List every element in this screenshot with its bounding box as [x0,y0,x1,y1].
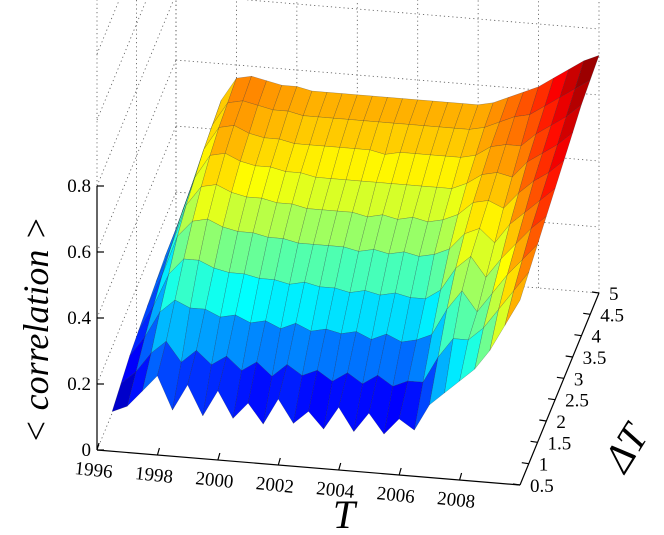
x-tick-label: 2002 [255,473,295,498]
y-tick-mark [530,440,538,443]
x-tick-mark [217,452,221,461]
x-tick-label: 2006 [376,483,416,508]
y-tick-mark [521,462,529,465]
y-tick-label: 3 [574,369,584,390]
y-tick-label: 0.5 [530,476,554,497]
x-tick-mark [96,442,100,451]
grid-line [96,0,147,121]
grid-line [175,59,600,96]
y-tick-label: 1 [539,455,549,476]
x-tick-mark [338,462,342,471]
z-tick-label: 0.8 [67,176,91,197]
z-tick-label: 0.4 [67,308,91,329]
y-axis-line [519,292,600,486]
y-tick-mark [556,376,564,379]
z-axis-title: < correlation > [16,216,56,443]
grid-line [96,0,174,187]
tick-labels: 0 0.2 0.4 0.6 0.8 1996 1998 2000 2002 2004 2006 200… [67,176,624,513]
z-tick-label: 0.2 [67,374,91,395]
x-tick-label: 2000 [194,468,234,493]
x-tick-label: 2004 [315,478,355,503]
x-tick-mark [398,467,402,476]
y-tick-label: 3.5 [583,348,607,369]
y-tick-label: 2.5 [565,391,589,412]
y-tick-mark [591,291,600,294]
grid-line [243,0,600,30]
y-axis-title: ΔT [593,414,658,481]
grid-line [96,125,177,319]
y-tick-label: 4 [591,327,601,348]
z-tick-label: 0.6 [67,242,91,263]
x-tick-mark [458,472,463,481]
x-tick-mark [156,447,161,456]
y-tick-mark [548,398,556,401]
y-tick-mark [565,355,573,358]
y-tick-label: 1.5 [548,433,572,454]
grid-line [175,257,600,294]
x-tick-mark [277,457,281,466]
x-tick-label: 2008 [436,488,476,513]
y-tick-mark [512,483,521,486]
y-tick-mark [539,419,547,422]
y-tick-label: 5 [609,284,619,305]
grid-line [96,59,177,253]
y-tick-label: 2 [556,412,566,433]
axes [96,185,600,486]
y-tick-mark [574,334,582,337]
y-tick-mark [583,312,591,315]
x-tick-label: 1998 [134,463,174,488]
z-tick-label: 0 [82,440,92,461]
grid-line [96,191,177,385]
surface-mesh [111,55,600,435]
grid-line [96,0,120,55]
x-axis-title: T [333,492,358,535]
surface-cell [504,272,529,326]
y-tick-label: 4.5 [600,305,624,326]
x-tick-label: 1996 [74,458,114,483]
x-axis-line [96,449,521,486]
